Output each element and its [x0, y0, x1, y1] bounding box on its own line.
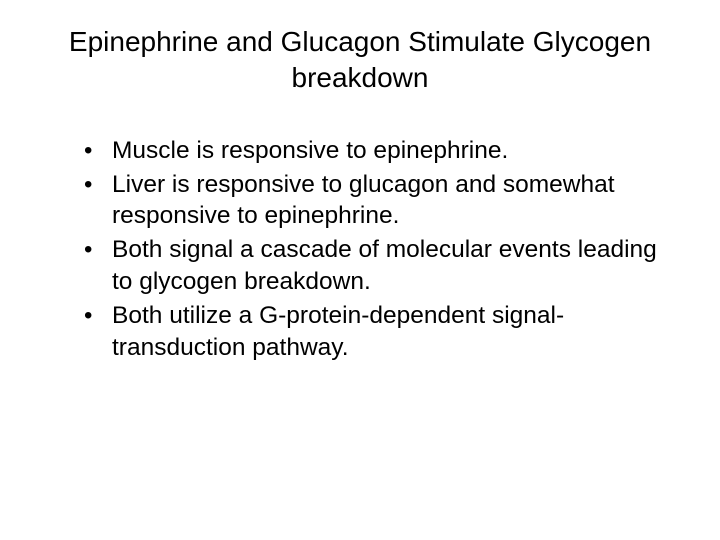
list-item: Liver is responsive to glucagon and some… [84, 169, 672, 233]
bullet-list: Muscle is responsive to epinephrine. Liv… [48, 135, 672, 364]
list-item: Muscle is responsive to epinephrine. [84, 135, 672, 167]
slide-title: Epinephrine and Glucagon Stimulate Glyco… [48, 24, 672, 97]
list-item: Both utilize a G-protein-dependent signa… [84, 300, 672, 364]
list-item: Both signal a cascade of molecular event… [84, 234, 672, 298]
